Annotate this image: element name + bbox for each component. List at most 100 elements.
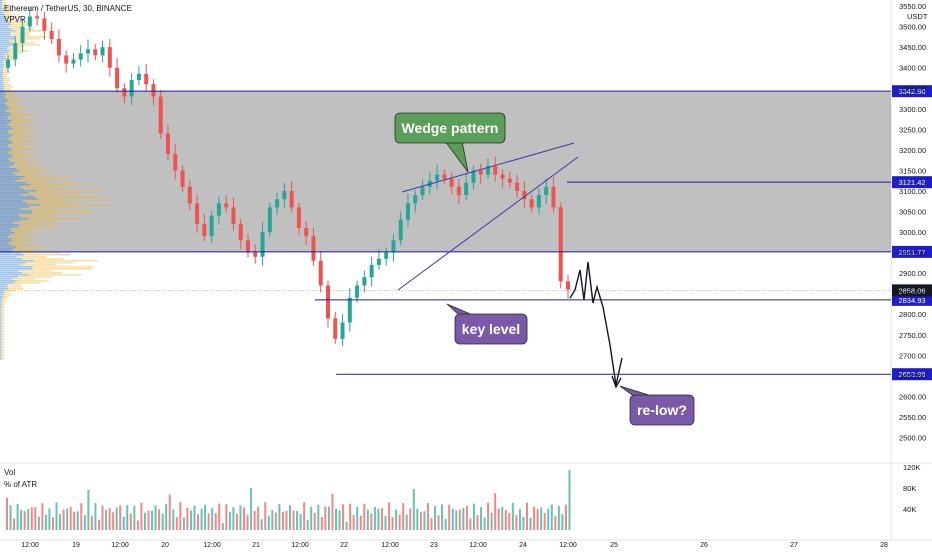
- volume-bar: [204, 504, 207, 530]
- vp-bar-buy: [0, 342, 2, 344]
- vp-bar-sell: [4, 54, 14, 56]
- price-tick-label: 2500.00: [899, 433, 926, 442]
- volume-bar: [402, 503, 405, 530]
- vp-bar-buy: [0, 182, 27, 184]
- volume-bar: [225, 504, 228, 530]
- vp-bar-sell: [4, 96, 13, 98]
- vp-bar-sell: [3, 88, 11, 90]
- candle-body: [27, 16, 32, 27]
- time-tick-label: 21: [252, 542, 260, 549]
- price-tick-label: 3450.00: [899, 43, 926, 52]
- volume-bar: [51, 517, 54, 530]
- volume-bar: [80, 503, 83, 530]
- vp-bar-buy: [0, 202, 27, 204]
- time-tick-label: 12:00: [203, 542, 221, 549]
- vp-bar-buy: [0, 178, 21, 180]
- vp-bar-sell: [4, 10, 12, 12]
- vp-bar-sell: [1, 342, 5, 344]
- vp-bar-sell: [2, 298, 6, 300]
- volume-bar: [175, 517, 178, 530]
- re-low-callout-label: re-low?: [637, 402, 687, 418]
- vp-bar-sell: [12, 148, 36, 150]
- vp-bar-buy: [0, 356, 2, 358]
- vp-bar-buy: [0, 262, 26, 264]
- vp-bar-buy: [0, 16, 8, 18]
- volume-bar: [409, 508, 412, 530]
- volume-bar: [395, 509, 398, 530]
- price-level-label: 3342.90: [898, 87, 925, 96]
- vp-bar-sell: [5, 14, 16, 16]
- vp-bar-sell: [22, 200, 66, 202]
- volume-bar: [243, 507, 246, 530]
- vp-bar-sell: [38, 198, 109, 200]
- vp-bar-sell: [14, 38, 41, 40]
- vp-bar-buy: [0, 204, 40, 206]
- vp-bar-buy: [0, 138, 8, 140]
- candle-body: [507, 178, 512, 183]
- vp-bar-buy: [0, 58, 6, 60]
- volume-bar: [6, 498, 8, 530]
- vp-bar-buy: [0, 128, 13, 130]
- vp-bar-sell: [1, 316, 5, 318]
- vp-bar-buy: [0, 230, 12, 232]
- vp-bar-buy: [0, 242, 8, 244]
- vp-bar-buy: [0, 176, 25, 178]
- vp-bar-buy: [0, 30, 16, 32]
- volume-bar: [108, 507, 111, 530]
- vp-bar-buy: [0, 104, 6, 106]
- vp-bar-sell: [12, 164, 37, 166]
- candle-body: [209, 215, 214, 237]
- vp-bar-buy: [0, 352, 2, 354]
- candle-body: [86, 49, 90, 54]
- vp-bar-buy: [0, 256, 17, 258]
- price-level-label: 2951.77: [898, 248, 925, 257]
- volume-bar: [426, 503, 429, 530]
- volume-bar: [9, 505, 12, 530]
- candle-body: [486, 166, 490, 175]
- vp-bar-sell: [10, 136, 31, 138]
- vp-bar-buy: [0, 118, 8, 120]
- candle-body: [355, 285, 360, 298]
- volume-bar: [568, 470, 571, 530]
- vp-bar-sell: [11, 154, 33, 156]
- volume-bar: [285, 510, 288, 530]
- vp-bar-buy: [0, 66, 4, 68]
- vp-bar-sell: [3, 12, 10, 14]
- volume-bar: [441, 504, 444, 530]
- vp-bar-sell: [12, 278, 35, 280]
- vp-bar-buy: [0, 26, 8, 28]
- vp-bar-buy: [0, 72, 4, 74]
- volume-bar: [147, 510, 150, 530]
- vp-bar-sell: [18, 270, 53, 272]
- vp-bar-sell: [1, 334, 5, 336]
- vp-bar-sell: [15, 168, 46, 170]
- vp-bar-sell: [4, 290, 14, 292]
- wedge-callout-label: Wedge pattern: [402, 120, 499, 136]
- volume-bar: [115, 507, 118, 530]
- vp-bar-buy: [0, 6, 3, 8]
- vp-bar-buy: [0, 194, 21, 196]
- vp-bar-buy: [0, 234, 11, 236]
- vp-bar-buy: [0, 148, 13, 150]
- candle-body: [275, 199, 280, 208]
- vp-bar-sell: [28, 206, 83, 208]
- volume-bar: [483, 517, 486, 530]
- vp-bar-buy: [0, 76, 3, 78]
- volume-bar: [218, 503, 221, 530]
- volume-bar: [511, 503, 514, 530]
- candle-body: [289, 190, 294, 208]
- vp-bar-buy: [0, 162, 16, 164]
- vp-bar-buy: [0, 260, 35, 262]
- candle-body: [536, 195, 541, 208]
- vp-bar-buy: [0, 266, 33, 268]
- vp-bar-sell: [7, 284, 22, 286]
- vp-bar-buy: [0, 166, 10, 168]
- vp-bar-buy: [0, 232, 15, 234]
- vp-bar-buy: [0, 10, 5, 12]
- candle-body: [78, 53, 83, 60]
- vp-bar-sell: [8, 132, 25, 134]
- volume-bar: [44, 514, 47, 530]
- time-tick-label: 24: [519, 542, 527, 549]
